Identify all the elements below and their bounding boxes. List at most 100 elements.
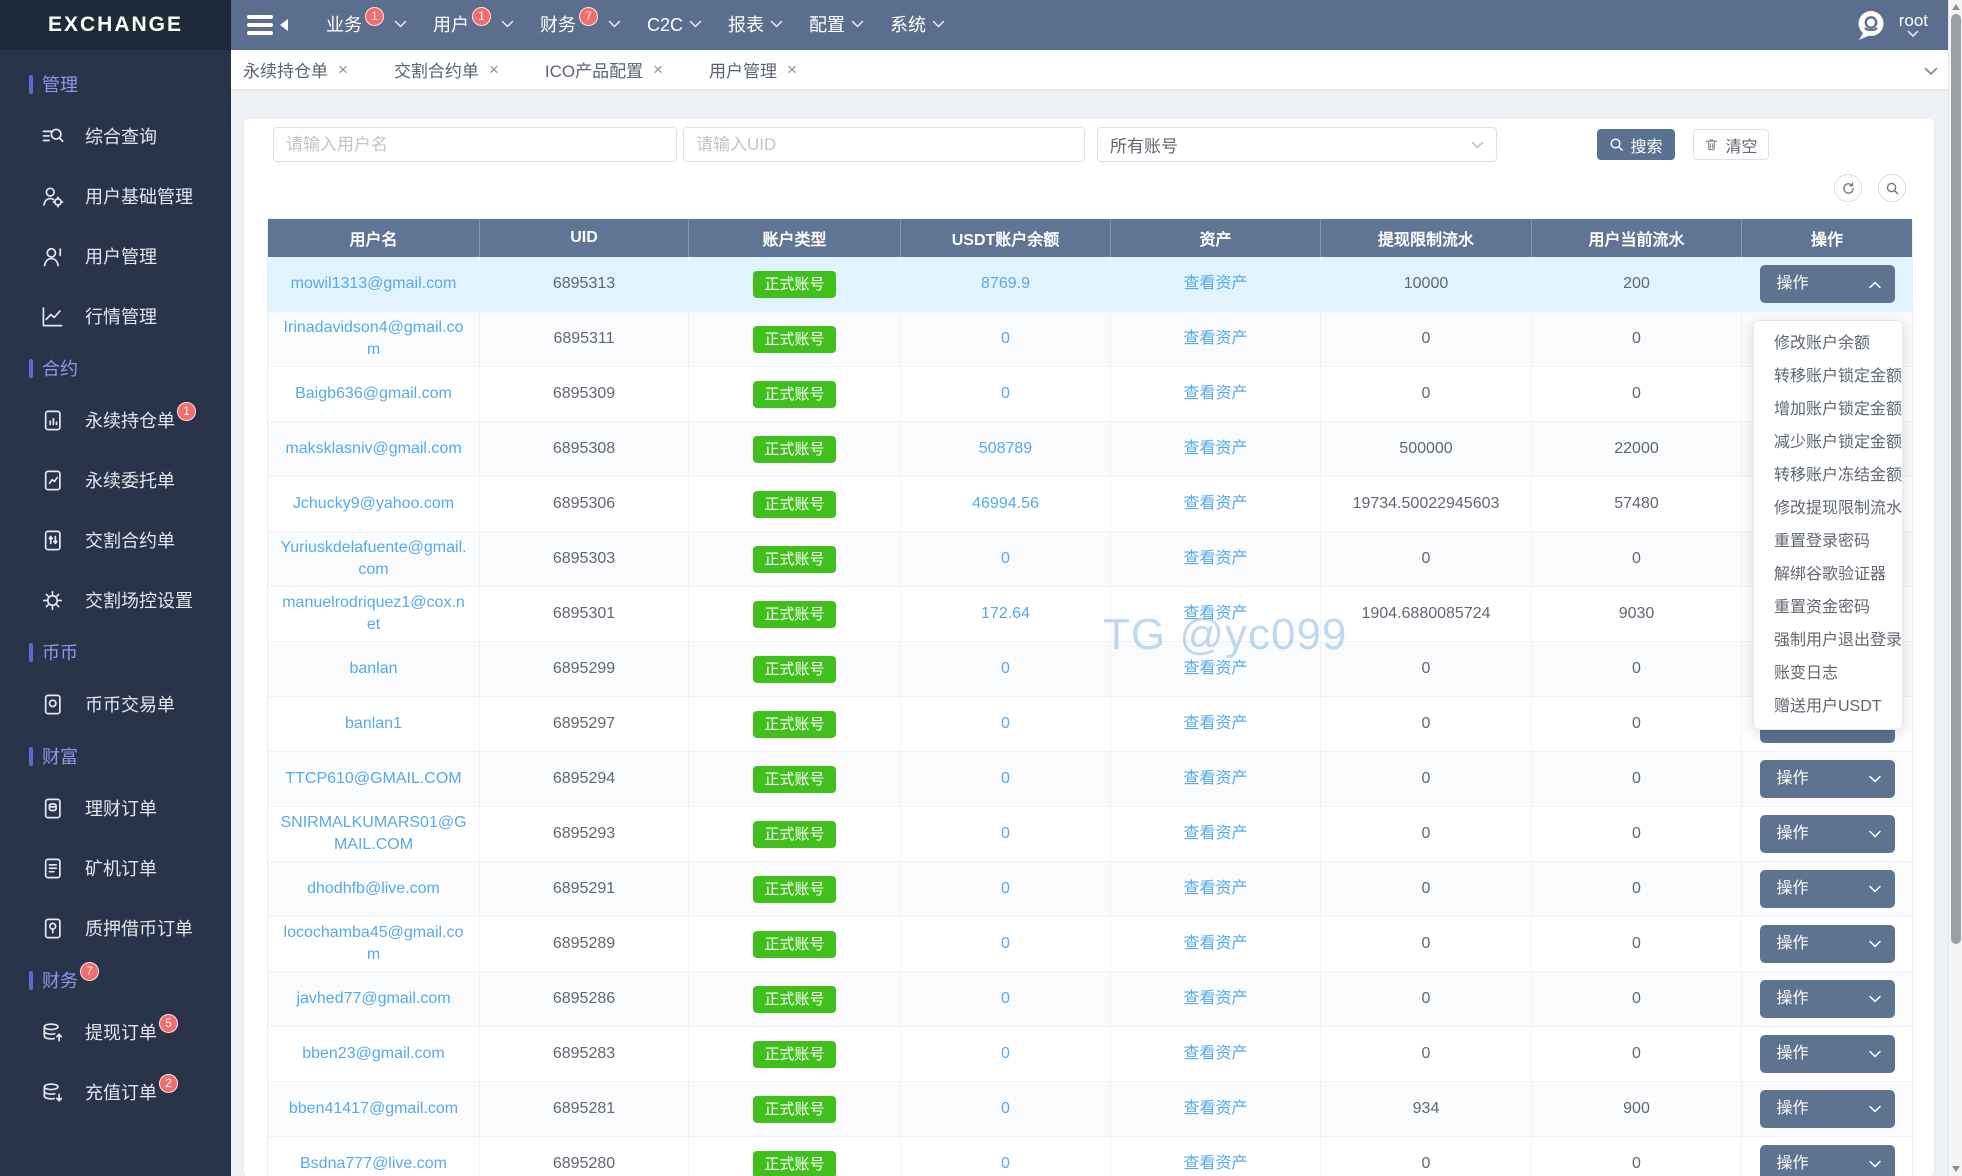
topnav-item[interactable]: 报表	[728, 9, 783, 41]
open-tab[interactable]: 永续持仓单 ×	[243, 57, 348, 82]
view-assets-link[interactable]: 查看资产	[1183, 824, 1248, 842]
action-menu-item[interactable]: 账变日志	[1774, 665, 1839, 682]
scroll-up-arrow-icon[interactable]	[1952, 4, 1960, 10]
open-tab[interactable]: 用户管理 ×	[709, 57, 797, 82]
sidebar-item[interactable]: 提现订单 5	[0, 1002, 231, 1062]
user-email-link[interactable]: dhodhfb@live.com	[307, 879, 440, 897]
usdt-balance-link[interactable]: 0	[1001, 659, 1010, 677]
scrollbar-thumb[interactable]	[1951, 14, 1961, 944]
action-menu-item[interactable]: 修改账户余额	[1774, 335, 1871, 352]
user-email-link[interactable]: bben41417@gmail.com	[288, 1099, 459, 1117]
tab-close-icon[interactable]: ×	[787, 60, 797, 79]
row-action-button[interactable]: 操作	[1759, 1145, 1895, 1176]
clear-button[interactable]: 清空	[1693, 129, 1769, 160]
account-type-select[interactable]: 所有账号	[1097, 127, 1497, 162]
sidebar-collapse-button[interactable]	[247, 15, 288, 35]
topnav-item[interactable]: 系统	[890, 9, 945, 41]
user-email-link[interactable]: bben23@gmail.com	[302, 1044, 445, 1062]
view-assets-link[interactable]: 查看资产	[1183, 439, 1248, 457]
usdt-balance-link[interactable]: 172.64	[981, 604, 1030, 622]
view-assets-link[interactable]: 查看资产	[1183, 769, 1248, 787]
zoom-button[interactable]	[1878, 174, 1906, 202]
user-email-link[interactable]: TTCP610@GMAIL.COM	[285, 769, 462, 787]
user-email-link[interactable]: locochamba45@gmail.com	[283, 923, 464, 963]
user-email-link[interactable]: Jchucky9@yahoo.com	[292, 494, 455, 512]
usdt-balance-link[interactable]: 46994.56	[972, 494, 1039, 512]
topnav-item[interactable]: C2C	[647, 9, 702, 41]
view-assets-link[interactable]: 查看资产	[1183, 714, 1248, 732]
sidebar-item[interactable]: 用户管理	[0, 226, 231, 286]
action-menu-item[interactable]: 修改提现限制流水	[1774, 500, 1903, 517]
view-assets-link[interactable]: 查看资产	[1183, 1099, 1248, 1117]
view-assets-link[interactable]: 查看资产	[1183, 384, 1248, 402]
action-menu-item[interactable]: 强制用户退出登录	[1774, 632, 1903, 649]
user-email-link[interactable]: maksklasniv@gmail.com	[285, 439, 462, 457]
action-menu-item[interactable]: 重置登录密码	[1774, 533, 1871, 550]
row-action-button[interactable]: 操作	[1759, 925, 1895, 963]
view-assets-link[interactable]: 查看资产	[1183, 549, 1248, 567]
usdt-balance-link[interactable]: 0	[1001, 1154, 1010, 1172]
user-email-link[interactable]: banlan1	[345, 714, 402, 732]
topnav-item[interactable]: 财务 7	[540, 7, 621, 41]
user-email-link[interactable]: Baigb636@gmail.com	[295, 384, 452, 402]
row-action-button[interactable]: 操作	[1759, 815, 1895, 853]
action-menu-item[interactable]: 赠送用户USDT	[1774, 698, 1882, 715]
view-assets-link[interactable]: 查看资产	[1183, 659, 1248, 677]
row-action-button[interactable]: 操作	[1759, 760, 1895, 798]
view-assets-link[interactable]: 查看资产	[1183, 329, 1248, 347]
sidebar-item[interactable]: 交割场控设置	[0, 570, 231, 630]
action-menu-item[interactable]: 增加账户锁定金额	[1774, 401, 1903, 418]
usdt-balance-link[interactable]: 0	[1001, 714, 1010, 732]
username-input[interactable]	[273, 127, 677, 162]
sidebar-item[interactable]: 永续委托单	[0, 450, 231, 510]
row-action-button[interactable]: 操作	[1759, 1090, 1895, 1128]
view-assets-link[interactable]: 查看资产	[1183, 1154, 1248, 1172]
user-avatar-icon[interactable]	[1853, 7, 1889, 43]
topnav-item[interactable]: 业务 1	[326, 7, 407, 41]
usdt-balance-link[interactable]: 0	[1001, 989, 1010, 1007]
usdt-balance-link[interactable]: 8769.9	[981, 274, 1030, 292]
sidebar-item[interactable]: 矿机订单	[0, 838, 231, 898]
view-assets-link[interactable]: 查看资产	[1183, 934, 1248, 952]
usdt-balance-link[interactable]: 0	[1001, 1044, 1010, 1062]
usdt-balance-link[interactable]: 0	[1001, 934, 1010, 952]
usdt-balance-link[interactable]: 0	[1001, 549, 1010, 567]
sidebar-item[interactable]: 币币交易单	[0, 674, 231, 734]
scroll-down-arrow-icon[interactable]	[1952, 1166, 1960, 1172]
tab-close-icon[interactable]: ×	[653, 60, 664, 79]
tabs-overflow-button[interactable]	[1924, 63, 1938, 81]
sidebar-item[interactable]: 永续持仓单 1	[0, 390, 231, 450]
sidebar-item[interactable]: 行情管理	[0, 286, 231, 346]
user-email-link[interactable]: Yuriuskdelafuente@gmail.com	[280, 538, 467, 578]
sidebar-item[interactable]: 质押借币订单	[0, 898, 231, 958]
refresh-button[interactable]	[1834, 174, 1862, 202]
action-menu-item[interactable]: 转移账户锁定金额	[1774, 368, 1903, 385]
row-action-button[interactable]: 操作	[1759, 1035, 1895, 1073]
topnav-item[interactable]: 用户 1	[433, 7, 514, 41]
row-action-button[interactable]: 操作	[1759, 265, 1895, 303]
search-button[interactable]: 搜索	[1597, 129, 1675, 160]
usdt-balance-link[interactable]: 0	[1001, 769, 1010, 787]
user-email-link[interactable]: manuelrodriquez1@cox.net	[282, 593, 465, 633]
view-assets-link[interactable]: 查看资产	[1183, 274, 1248, 292]
open-tab[interactable]: 交割合约单 ×	[394, 57, 499, 82]
usdt-balance-link[interactable]: 0	[1001, 824, 1010, 842]
user-email-link[interactable]: Bsdna777@live.com	[300, 1154, 447, 1172]
user-email-link[interactable]: Irinadavidson4@gmail.com	[283, 318, 464, 358]
usdt-balance-link[interactable]: 0	[1001, 879, 1010, 897]
tab-close-icon[interactable]: ×	[338, 60, 348, 79]
sidebar-item[interactable]: 用户基础管理	[0, 166, 231, 226]
action-menu-item[interactable]: 减少账户锁定金额	[1774, 434, 1903, 451]
action-menu-item[interactable]: 重置资金密码	[1774, 599, 1871, 616]
topnav-item[interactable]: 配置	[809, 9, 864, 41]
usdt-balance-link[interactable]: 0	[1001, 384, 1010, 402]
sidebar-item[interactable]: 理财订单	[0, 778, 231, 838]
user-menu[interactable]: root	[1899, 12, 1928, 38]
usdt-balance-link[interactable]: 0	[1001, 1099, 1010, 1117]
user-email-link[interactable]: mowil1313@gmail.com	[290, 274, 457, 292]
user-email-link[interactable]: javhed77@gmail.com	[296, 989, 451, 1007]
usdt-balance-link[interactable]: 0	[1001, 329, 1010, 347]
view-assets-link[interactable]: 查看资产	[1183, 1044, 1248, 1062]
sidebar-item[interactable]: 综合查询	[0, 106, 231, 166]
action-menu-item[interactable]: 转移账户冻结金额	[1774, 467, 1903, 484]
